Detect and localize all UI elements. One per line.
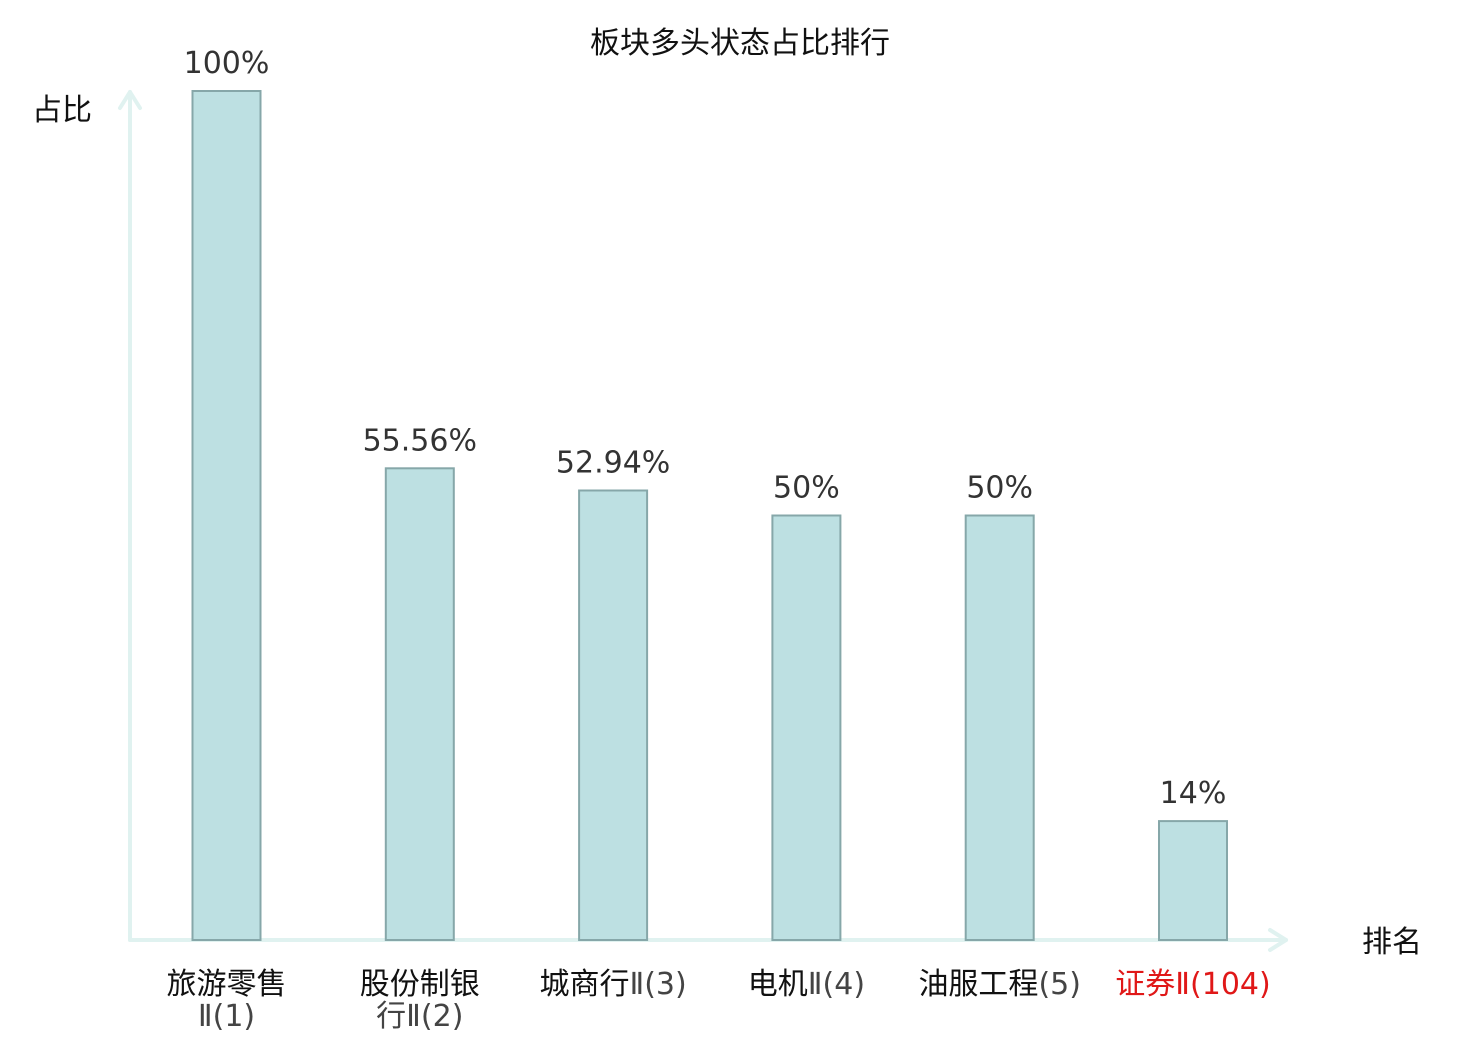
x-axis-label: 排名 xyxy=(1362,925,1422,960)
bar-value-label: 52.94% xyxy=(556,446,670,481)
category-suffix: Ⅱ(1) xyxy=(198,999,255,1034)
bar xyxy=(964,514,1035,941)
category-name: 电机 xyxy=(748,967,808,1002)
category-tick-label: 油服工程(5) xyxy=(918,967,1080,1002)
category-tick-label: 股份制银 xyxy=(360,967,480,1002)
chart-title: 板块多头状态占比排行 xyxy=(590,26,890,61)
bars-group xyxy=(191,90,1228,941)
category-suffix: (5) xyxy=(1038,967,1081,1002)
bar-value-label: 14% xyxy=(1160,776,1227,811)
bar-value-label: 50% xyxy=(773,471,840,506)
category-tick-label-line2: 行Ⅱ(2) xyxy=(376,999,463,1034)
category-tick-label: 城商行Ⅱ(3) xyxy=(539,967,686,1002)
category-name: 旅游零售 xyxy=(167,967,287,1002)
bar xyxy=(384,467,455,941)
category-tick-label: 电机Ⅱ(4) xyxy=(748,967,865,1002)
category-suffix: Ⅱ(3) xyxy=(629,967,686,1002)
category-suffix: Ⅱ(104) xyxy=(1175,967,1270,1002)
category-name: 油服工程 xyxy=(918,967,1038,1002)
y-axis-arrow xyxy=(118,90,142,110)
category-tick-label: 旅游零售 xyxy=(167,967,287,1002)
category-tick-label-line2: Ⅱ(1) xyxy=(198,999,255,1034)
category-name: 股份制银 xyxy=(360,967,480,1002)
category-name: 城商行 xyxy=(539,967,629,1002)
category-tick-label: 证券Ⅱ(104) xyxy=(1115,967,1270,1002)
x-axis-arrow xyxy=(1268,928,1288,952)
bar-value-label: 50% xyxy=(966,471,1033,506)
bar xyxy=(1158,820,1228,941)
category-suffix: Ⅱ(4) xyxy=(808,967,865,1002)
category-suffix: 行Ⅱ(2) xyxy=(376,999,463,1034)
bar-value-label: 55.56% xyxy=(363,423,477,458)
bar xyxy=(191,90,262,941)
bar xyxy=(578,489,649,941)
category-name: 证券 xyxy=(1115,967,1175,1002)
bar-value-label: 100% xyxy=(184,46,270,81)
bar xyxy=(771,514,842,941)
y-axis-label: 占比 xyxy=(32,93,92,128)
value-labels-group: 100% 55.56% 52.94% 50% 50% 14% xyxy=(184,46,1227,811)
